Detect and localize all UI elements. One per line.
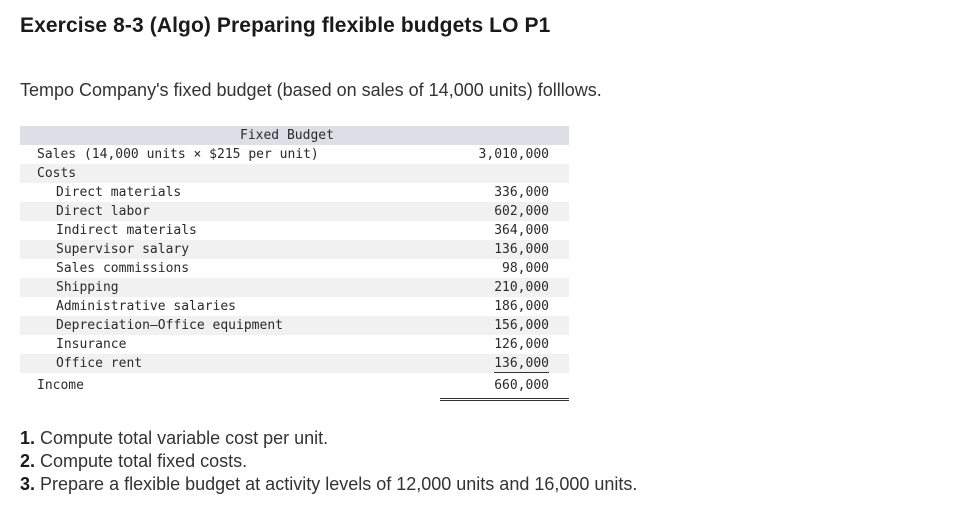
cost-value: 186,000 xyxy=(494,299,549,314)
sales-label: Sales (14,000 units × $215 per unit) xyxy=(37,147,319,162)
cost-row: Indirect materials 364,000 xyxy=(20,221,569,240)
question-item: 2. Compute total fixed costs. xyxy=(20,450,637,473)
question-text: Compute total fixed costs. xyxy=(40,451,248,471)
cost-label: Office rent xyxy=(56,356,143,371)
cost-label: Sales commissions xyxy=(56,261,190,276)
budget-header: Fixed Budget xyxy=(240,128,334,143)
budget-header-row: Fixed Budget xyxy=(20,126,569,145)
cost-label: Depreciation—Office equipment xyxy=(56,318,283,333)
question-text: Compute total variable cost per unit. xyxy=(40,428,329,448)
cost-value: 136,000 xyxy=(494,242,549,257)
question-number: 1. xyxy=(20,428,36,448)
exercise-title: Exercise 8-3 (Algo) Preparing flexible b… xyxy=(20,14,551,37)
cost-value: 602,000 xyxy=(494,204,549,219)
income-value: 660,000 xyxy=(494,378,549,393)
costs-row: Costs xyxy=(20,164,569,183)
cost-row: Direct labor 602,000 xyxy=(20,202,569,221)
costs-label: Costs xyxy=(37,166,77,181)
cost-row: Direct materials 336,000 xyxy=(20,183,569,202)
intro-text: Tempo Company's fixed budget (based on s… xyxy=(20,80,602,100)
cost-label: Supervisor salary xyxy=(56,242,190,257)
cost-row: Office rent 136,000 xyxy=(20,354,569,373)
cost-label: Indirect materials xyxy=(56,223,197,238)
cost-label: Administrative salaries xyxy=(56,299,237,314)
sales-row: Sales (14,000 units × $215 per unit) 3,0… xyxy=(20,145,569,164)
income-label: Income xyxy=(37,378,84,393)
question-number: 3. xyxy=(20,474,36,494)
cost-row: Sales commissions 98,000 xyxy=(20,259,569,278)
cost-value: 156,000 xyxy=(494,318,549,333)
cost-row: Supervisor salary 136,000 xyxy=(20,240,569,259)
question-text: Prepare a flexible budget at activity le… xyxy=(40,474,638,494)
sales-value: 3,010,000 xyxy=(478,147,549,162)
question-item: 3. Prepare a flexible budget at activity… xyxy=(20,473,637,496)
cost-value: 98,000 xyxy=(502,261,549,276)
cost-label: Insurance xyxy=(56,337,127,352)
double-underline xyxy=(440,398,569,401)
question-item: 1. Compute total variable cost per unit. xyxy=(20,427,637,450)
cost-value: 126,000 xyxy=(494,337,549,352)
cost-label: Direct materials xyxy=(56,185,182,200)
question-number: 2. xyxy=(20,451,36,471)
cost-row: Insurance 126,000 xyxy=(20,335,569,354)
cost-row: Administrative salaries 186,000 xyxy=(20,297,569,316)
fixed-budget-table: Fixed Budget Sales (14,000 units × $215 … xyxy=(20,126,569,401)
income-row: Income 660,000 xyxy=(20,373,569,401)
cost-value: 364,000 xyxy=(494,223,549,238)
cost-value: 336,000 xyxy=(494,185,549,200)
cost-label: Direct labor xyxy=(56,204,150,219)
cost-value: 210,000 xyxy=(494,280,549,295)
cost-row: Depreciation—Office equipment 156,000 xyxy=(20,316,569,335)
questions-list: 1. Compute total variable cost per unit.… xyxy=(20,427,637,496)
cost-label: Shipping xyxy=(56,280,119,295)
cost-value: 136,000 xyxy=(494,356,549,373)
cost-row: Shipping 210,000 xyxy=(20,278,569,297)
